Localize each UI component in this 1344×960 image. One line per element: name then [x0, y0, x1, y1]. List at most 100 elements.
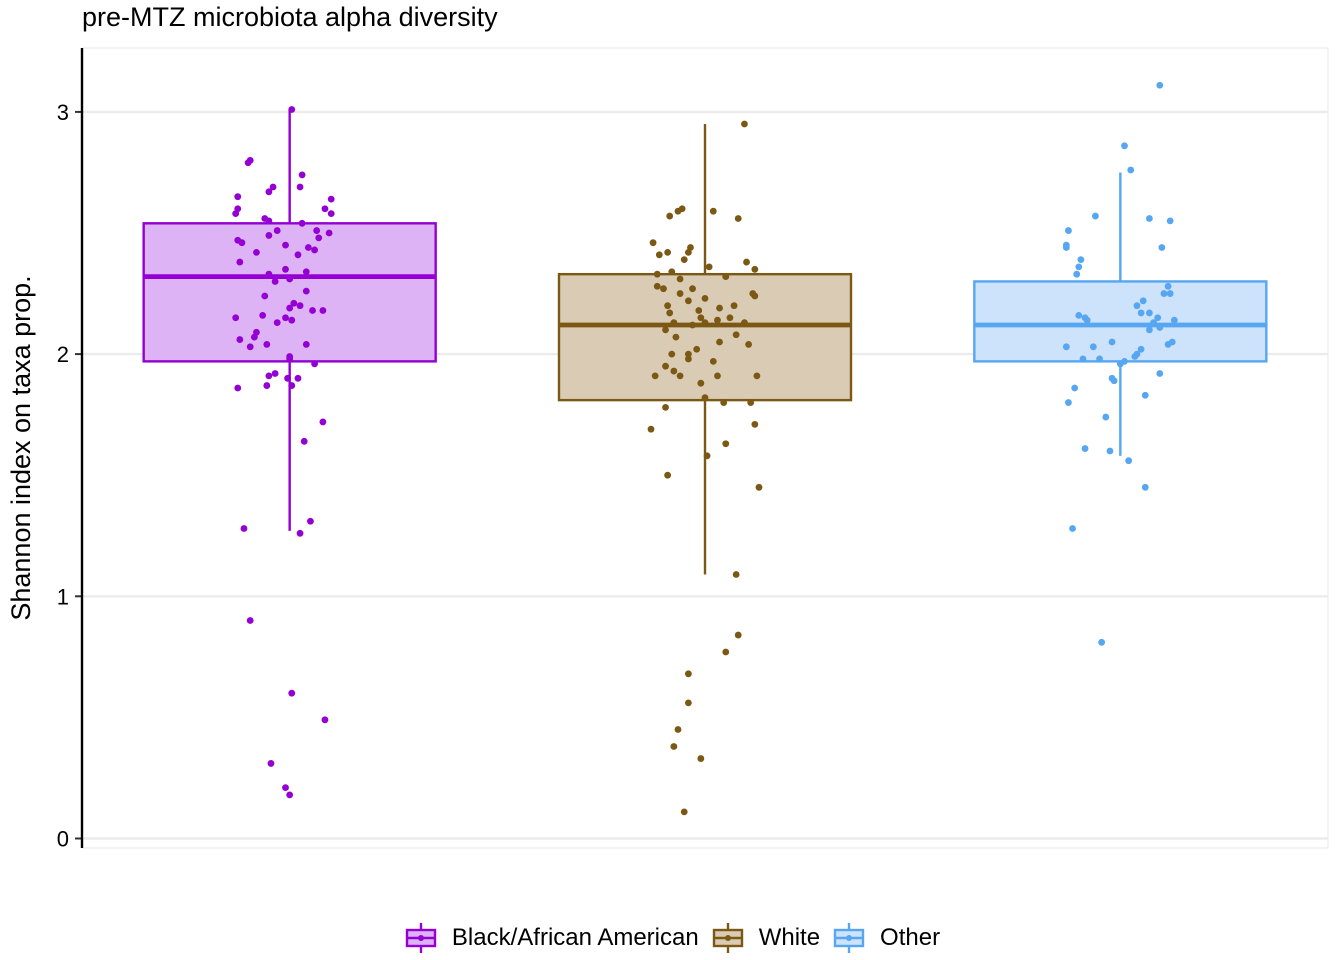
data-point-white: [701, 394, 709, 402]
data-point-other: [1096, 355, 1103, 363]
data-point-white: [676, 372, 684, 380]
data-point-black-african-american: [273, 319, 281, 327]
data-point-other: [1170, 316, 1178, 324]
data-point-white: [722, 648, 730, 656]
data-point-other: [1081, 445, 1089, 452]
data-point-black-african-american: [236, 258, 244, 266]
data-point-other: [1116, 360, 1124, 368]
legend-key-white: [712, 923, 743, 953]
box-white: [557, 272, 853, 402]
data-point-white: [722, 273, 730, 280]
data-point-white: [668, 350, 676, 358]
data-point-white: [697, 379, 705, 387]
data-point-white: [689, 321, 696, 329]
data-point-white: [716, 338, 723, 346]
data-point-other: [1139, 297, 1147, 305]
data-point-white: [732, 571, 740, 578]
data-point-black-african-american: [298, 219, 306, 227]
data-point-white: [709, 357, 717, 365]
data-point-other: [1110, 377, 1118, 385]
data-point-other: [1065, 399, 1072, 406]
data-point-other: [1098, 638, 1106, 646]
data-point-white: [680, 808, 688, 816]
data-point-black-african-american: [282, 265, 289, 273]
data-point-other: [1146, 326, 1153, 334]
data-point-other: [1102, 413, 1110, 421]
data-point-white: [670, 319, 678, 327]
data-point-other: [1166, 290, 1174, 297]
legend-label: White: [758, 924, 821, 951]
data-point-other: [1121, 142, 1128, 150]
data-point-white: [747, 399, 755, 406]
y-axis-title: Shannon index on taxa prop.: [6, 275, 36, 620]
legend-key-black-african-american: [405, 923, 437, 953]
data-point-black-african-american: [263, 382, 271, 389]
data-point-black-african-american: [296, 302, 304, 310]
data-point-black-african-american: [325, 229, 333, 237]
data-point-black-african-american: [265, 372, 273, 380]
data-point-black-african-american: [263, 341, 271, 348]
data-point-black-african-american: [267, 760, 275, 767]
y-tick-label: 0: [57, 827, 69, 852]
legend-item-white: White: [711, 921, 820, 955]
data-point-white: [664, 248, 672, 256]
data-point-white: [670, 367, 678, 375]
data-point-white: [680, 256, 688, 264]
data-point-white: [684, 350, 692, 358]
legend: Black/African American White Other: [0, 918, 1344, 958]
data-point-black-african-american: [288, 316, 296, 324]
data-point-other: [1133, 302, 1141, 310]
data-point-black-african-american: [286, 355, 294, 363]
data-point-white: [741, 120, 748, 128]
data-point-other: [1079, 355, 1087, 363]
data-point-other: [1150, 319, 1157, 327]
data-point-other: [1156, 370, 1164, 377]
data-point-black-african-american: [269, 183, 277, 191]
data-point-white: [697, 314, 705, 322]
data-point-black-african-american: [311, 246, 318, 254]
data-point-white: [684, 248, 692, 256]
data-point-white: [701, 319, 709, 327]
data-point-white: [676, 290, 684, 297]
data-point-other: [1069, 525, 1076, 532]
data-point-other: [1062, 343, 1070, 351]
data-point-white: [745, 341, 753, 348]
data-point-black-african-american: [240, 525, 248, 532]
data-point-white: [647, 425, 655, 433]
data-point-white: [732, 331, 740, 339]
data-point-white: [734, 215, 742, 222]
data-point-other: [1146, 215, 1153, 222]
box-black-african-american: [142, 222, 437, 363]
data-point-black-african-american: [296, 529, 304, 537]
data-point-white: [653, 282, 661, 290]
y-tick-label: 2: [57, 342, 69, 367]
data-point-white: [693, 345, 701, 353]
data-point-black-african-american: [307, 517, 314, 525]
data-point-black-african-american: [288, 689, 296, 697]
legend-key-other: [833, 923, 865, 953]
data-point-white: [662, 362, 669, 370]
legend-item-black-african-american: Black/African American: [404, 921, 699, 955]
y-tick-label: 1: [57, 584, 69, 609]
data-point-white: [701, 294, 709, 302]
data-point-other: [1158, 244, 1166, 251]
data-point-white: [649, 239, 657, 247]
data-point-white: [703, 452, 711, 460]
data-point-other: [1156, 324, 1164, 331]
data-point-white: [730, 302, 738, 310]
data-point-white: [726, 314, 734, 322]
data-point-black-african-american: [246, 617, 254, 624]
data-point-black-african-american: [315, 234, 323, 242]
data-point-other: [1125, 457, 1133, 465]
data-point-white: [695, 307, 703, 314]
data-point-white: [697, 755, 705, 762]
data-point-black-african-american: [271, 370, 279, 377]
data-point-black-african-american: [246, 343, 254, 351]
data-point-other: [1062, 244, 1070, 251]
legend-label: Black/African American: [451, 924, 699, 951]
data-point-black-african-american: [321, 205, 329, 213]
data-point-black-african-american: [290, 299, 298, 307]
data-point-white: [751, 265, 759, 273]
data-point-black-african-american: [286, 304, 294, 312]
